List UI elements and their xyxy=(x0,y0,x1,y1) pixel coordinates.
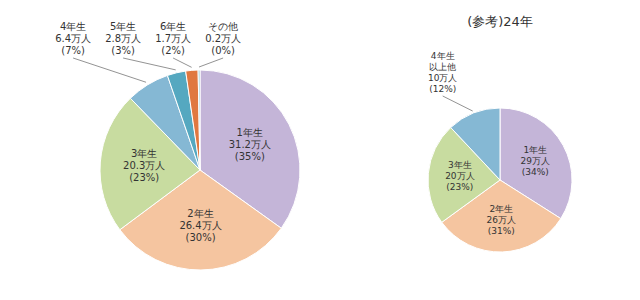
slice-value-label-line: 26.4万人 xyxy=(179,220,221,231)
background xyxy=(0,0,640,300)
slice-value-label: 6.4万人(7%) xyxy=(55,33,91,56)
slice-category-label: その他 xyxy=(208,21,238,32)
slice-value-label-line: (23%) xyxy=(446,182,473,192)
leader-line xyxy=(73,58,146,82)
slice-value-label-line: (3%) xyxy=(111,45,135,56)
slice-value-label-line: (12%) xyxy=(429,84,456,94)
slice-category-label: 1年生 xyxy=(237,127,263,138)
slice-value-label-line: 10万人 xyxy=(428,73,457,83)
slice-value-label-line: (23%) xyxy=(129,172,159,183)
leader-line xyxy=(123,58,176,70)
slice-value-label: 29万人(34%) xyxy=(521,156,550,177)
slice-value-label: 0.2万人(0%) xyxy=(205,33,241,56)
leader-line xyxy=(173,58,192,67)
slice-category-label-line: 4年生 xyxy=(431,51,455,61)
slice-value-label: 26万人(31%) xyxy=(487,215,516,236)
pie-slice xyxy=(442,180,561,252)
slice-category-label-line: 以上他 xyxy=(429,62,456,72)
slice-category-label: 5年生 xyxy=(110,21,136,32)
slice-category-label-line: 3年生 xyxy=(131,148,157,159)
slice-category-label-line: 1年生 xyxy=(237,127,263,138)
slice-category-label: 6年生 xyxy=(160,21,186,32)
slice-value-label: 1.7万人(2%) xyxy=(155,33,191,56)
slice-category-label: 4年生 xyxy=(60,21,86,32)
slice-value-label-line: 29万人 xyxy=(521,156,550,166)
slice-value-label-line: 1.7万人 xyxy=(155,33,191,44)
slice-category-label-line: 4年生 xyxy=(60,21,86,32)
slice-value-label-line: 2.8万人 xyxy=(105,33,141,44)
slice-category-label: 2年生 xyxy=(489,204,513,214)
pie-chart: (参考)24年 1年生29万人(34%) 2年生26万人(31%) 3年生20万人(2… xyxy=(428,14,572,252)
pie-slice xyxy=(198,70,200,170)
slice-category-label: 1年生 xyxy=(523,145,547,155)
pie-slice xyxy=(186,70,200,170)
slice-category-label: 4年生以上他 xyxy=(429,51,456,72)
slice-value-label-line: (7%) xyxy=(61,45,85,56)
slice-value-label: 31.2万人(35%) xyxy=(229,139,271,162)
slice-category-label-line: 1年生 xyxy=(523,145,547,155)
slice-value-label-line: 20.3万人 xyxy=(123,160,165,171)
slice-value-label: 10万人(12%) xyxy=(428,73,457,94)
slice-value-label-line: 31.2万人 xyxy=(229,139,271,150)
slice-category-label-line: 3年生 xyxy=(448,160,472,170)
pie-chart: 1年生31.2万人(35%) 2年生26.4万人(30%) 3年生20.3万人(23… xyxy=(55,21,300,270)
slices xyxy=(428,108,572,252)
slice-value-label-line: (35%) xyxy=(235,151,265,162)
slice-value-label-line: (31%) xyxy=(488,226,515,236)
slice-value-label-line: 0.2万人 xyxy=(205,33,241,44)
slice-value-label-line: (34%) xyxy=(522,167,549,177)
slice-value-label: 20万人(23%) xyxy=(445,171,474,192)
data-labels: 1年生31.2万人(35%) 2年生26.4万人(30%) 3年生20.3万人(23… xyxy=(55,21,271,243)
slice-value-label: 26.4万人(30%) xyxy=(179,220,221,243)
slices xyxy=(100,70,300,270)
slice-value-label-line: (30%) xyxy=(186,232,216,243)
slice-value-label-line: (0%) xyxy=(211,45,235,56)
leader-line xyxy=(443,96,473,111)
slice-category-label: 3年生 xyxy=(448,160,472,170)
chart-title: (参考)24年 xyxy=(467,14,533,29)
chart-canvas: 1年生31.2万人(35%)2年生26.4万人(30%)3年生20.3万人(23… xyxy=(0,0,640,300)
slice-value-label-line: (2%) xyxy=(161,45,185,56)
slice-value-label-line: 26万人 xyxy=(487,215,516,225)
slice-category-label: 3年生 xyxy=(131,148,157,159)
leader-line xyxy=(199,58,223,67)
slice-category-label-line: 2年生 xyxy=(187,208,213,219)
slice-value-label: 2.8万人(3%) xyxy=(105,33,141,56)
slice-category-label: 2年生 xyxy=(187,208,213,219)
data-labels: 1年生29万人(34%) 2年生26万人(31%) 3年生20万人(23%) 4年生以… xyxy=(428,51,550,236)
slice-value-label-line: 6.4万人 xyxy=(55,33,91,44)
slice-value-label: 20.3万人(23%) xyxy=(123,160,165,183)
slice-category-label-line: 5年生 xyxy=(110,21,136,32)
slice-category-label-line: その他 xyxy=(208,21,238,32)
slice-category-label-line: 6年生 xyxy=(160,21,186,32)
slice-category-label-line: 2年生 xyxy=(489,204,513,214)
slice-value-label-line: 20万人 xyxy=(445,171,474,181)
